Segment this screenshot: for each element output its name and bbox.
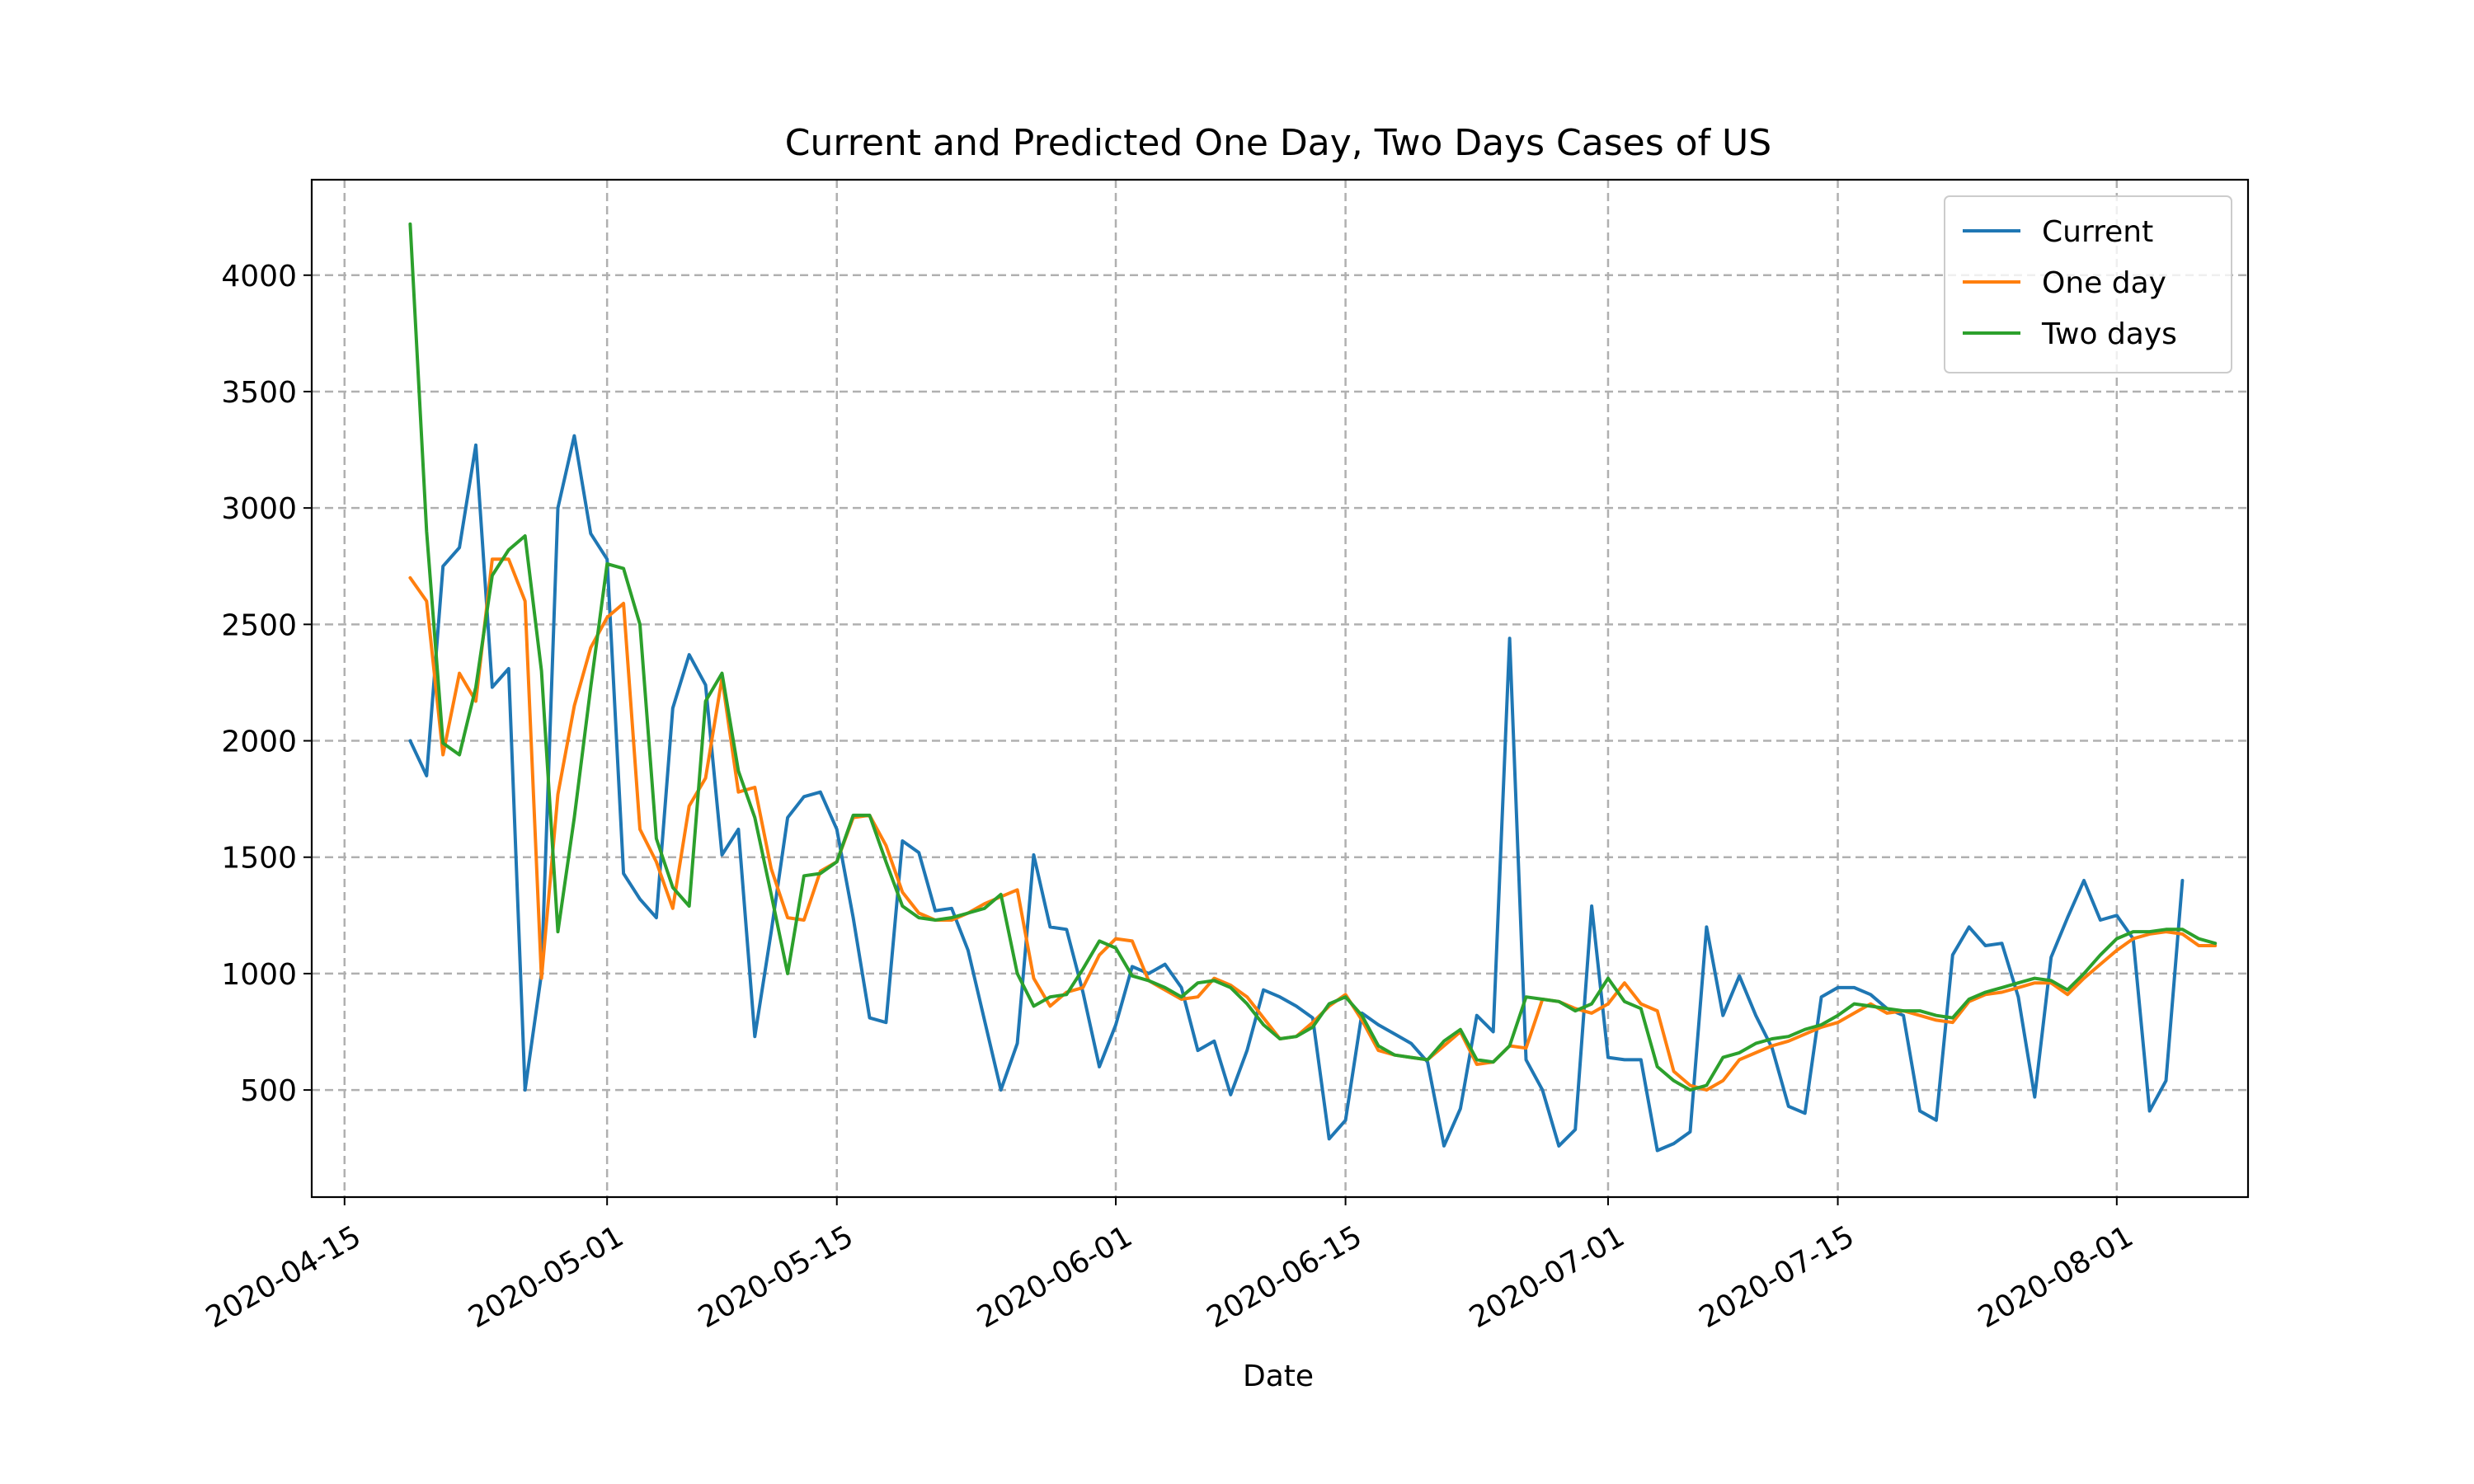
legend-label-one-day: One day	[2042, 266, 2166, 300]
y-tick-label: 1500	[221, 842, 297, 876]
series-line-one-day	[408, 557, 2218, 1092]
y-tick-label: 1000	[221, 958, 297, 992]
chart-title: Current and Predicted One Day, Two Days …	[785, 122, 1771, 164]
x-axis-label: Date	[1243, 1360, 1314, 1393]
plot-frame	[310, 178, 2250, 1199]
y-tick-label: 2000	[221, 726, 297, 759]
y-tick-label: 4000	[221, 260, 297, 294]
plot-area	[312, 180, 2248, 1197]
y-axis: 500 1000 1500 2000 2500 3000 3500 4000	[221, 260, 312, 1108]
series-lines	[408, 222, 2218, 1153]
y-tick-label: 2500	[221, 608, 297, 642]
y-tick-label: 3000	[221, 492, 297, 526]
y-tick-label: 3500	[221, 376, 297, 410]
grid	[312, 180, 2248, 1197]
legend: Current One day Two days	[1944, 195, 2232, 373]
legend-box	[1944, 195, 2232, 373]
series-line-two-days	[408, 222, 2218, 1092]
legend-label-current: Current	[2042, 215, 2153, 249]
legend-label-two-days: Two days	[2041, 317, 2177, 351]
y-tick-label: 500	[240, 1074, 297, 1108]
